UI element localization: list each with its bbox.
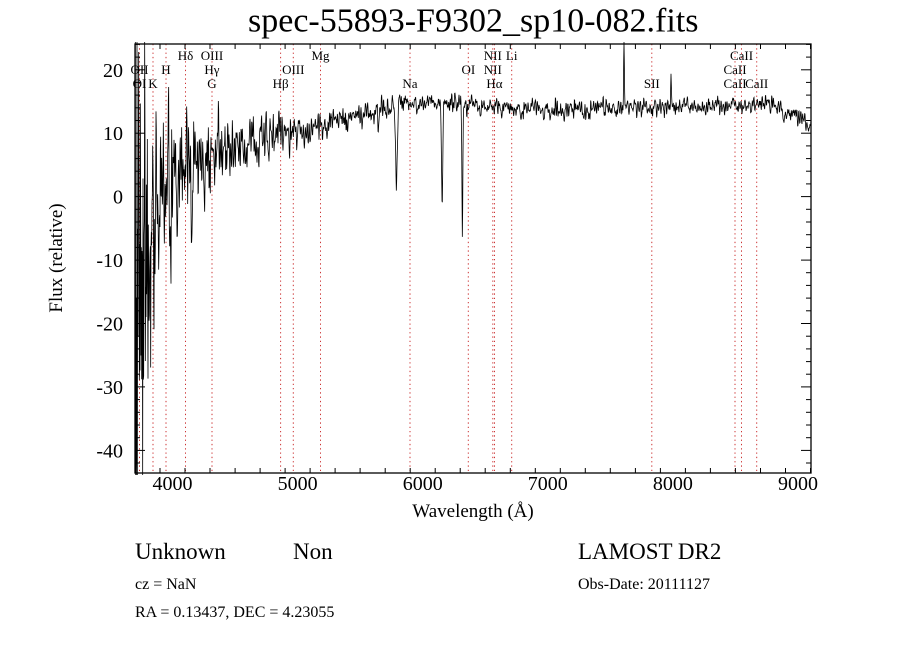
svg-text:Obs-Date: 20111127: Obs-Date: 20111127 [578,576,710,593]
svg-text:Hβ: Hβ [273,76,289,91]
svg-text:Flux (relative): Flux (relative) [46,203,67,312]
svg-text:CaII: CaII [723,62,746,77]
svg-text:0: 0 [113,187,123,209]
svg-text:OIII: OIII [282,62,304,77]
svg-text:-10: -10 [96,250,123,272]
svg-text:-20: -20 [96,314,123,336]
svg-text:spec-55893-F9302_sp10-082.fits: spec-55893-F9302_sp10-082.fits [248,3,698,40]
svg-text:K: K [148,76,158,91]
svg-text:OI: OI [133,76,147,91]
svg-text:Mg: Mg [311,48,330,63]
svg-text:RA = 0.13437, DEC = 4.23: RA = 0.13437, DEC = 4.23055 [135,604,334,621]
svg-text:20: 20 [103,60,123,82]
svg-text:Na: Na [402,76,417,91]
svg-text:CaII: CaII [723,76,746,91]
svg-text:5000: 5000 [278,473,318,495]
svg-text:SII: SII [644,76,660,91]
svg-text:OI: OI [461,62,475,77]
svg-text:4000: 4000 [153,473,193,495]
svg-text:G: G [207,76,216,91]
svg-text:CaII: CaII [745,76,768,91]
svg-text:-40: -40 [96,440,123,462]
svg-text:Hγ: Hγ [204,62,219,77]
svg-text:NII: NII [484,48,502,63]
svg-text:Hδ: Hδ [178,48,194,63]
svg-text:LAMOST DR2: LAMOST DR2 [578,539,721,564]
svg-text:OIII: OIII [201,48,223,63]
svg-text:Non: Non [293,539,333,564]
svg-text:-30: -30 [96,377,123,399]
svg-text:9000: 9000 [778,473,818,495]
svg-text:cz = NaN: cz = NaN [135,576,197,593]
svg-text:NII: NII [484,62,502,77]
svg-text:6000: 6000 [403,473,443,495]
svg-text:Li: Li [506,48,518,63]
svg-text:CaII: CaII [730,48,753,63]
svg-text:H: H [161,62,170,77]
svg-text:10: 10 [103,123,123,145]
svg-text:Unknown: Unknown [135,539,226,564]
svg-text:7000: 7000 [528,473,568,495]
svg-text:8000: 8000 [653,473,693,495]
svg-text:Wavelength (Å): Wavelength (Å) [412,501,533,522]
svg-text:Hα: Hα [486,76,502,91]
svg-text:OII: OII [130,62,148,77]
